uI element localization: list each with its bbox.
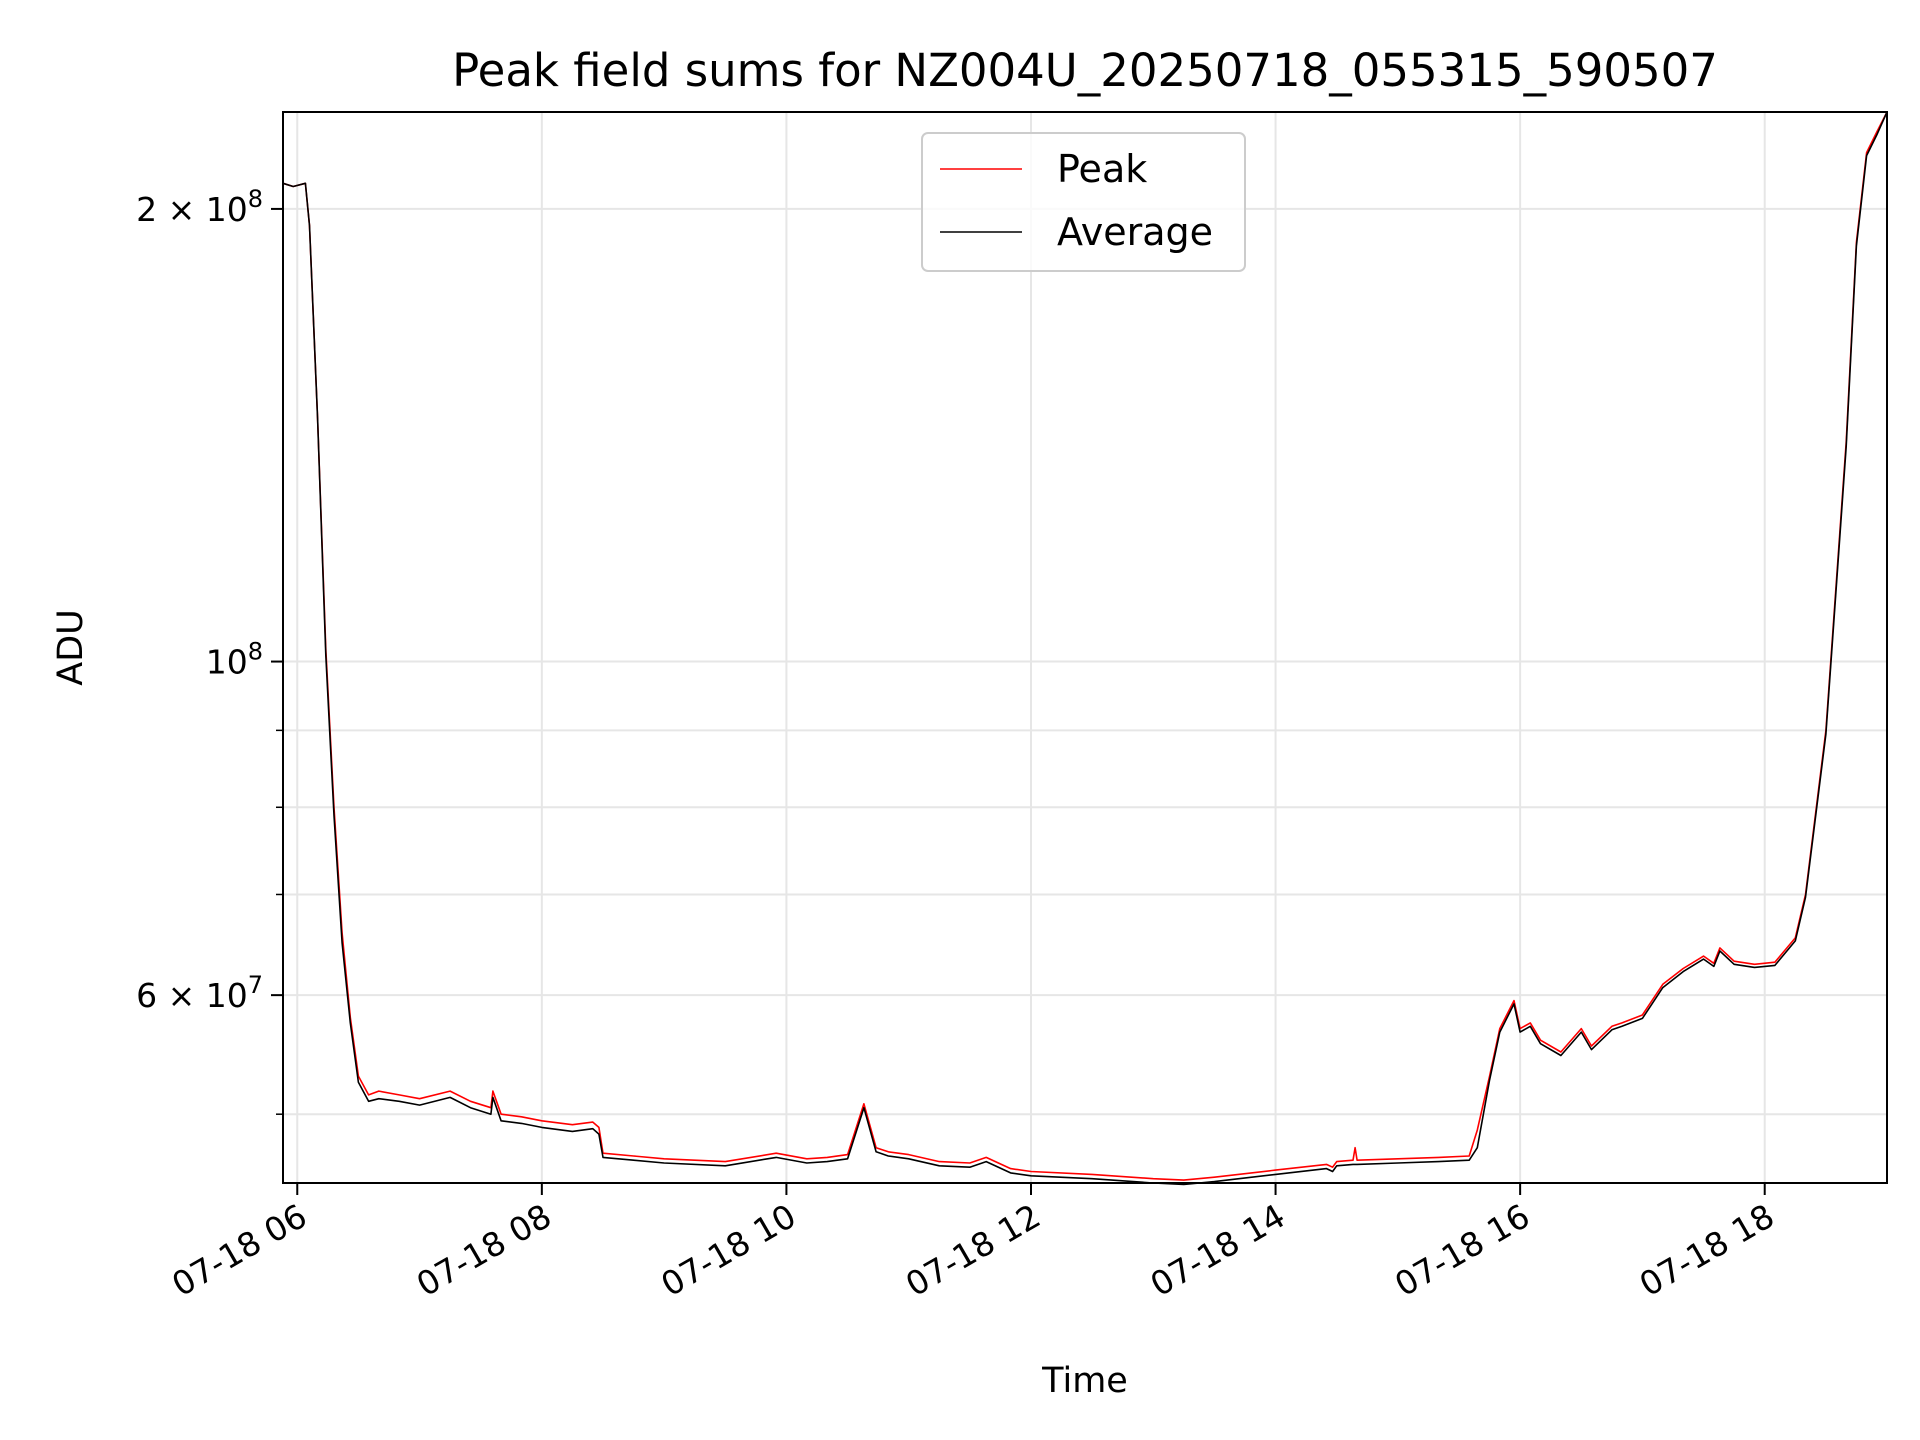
- series-layer: [282, 111, 1888, 1186]
- x-axis-title: Time: [1041, 1361, 1128, 1401]
- axes-frame: [282, 111, 1888, 1184]
- chart-title: Peak field sums for NZ004U_20250718_0553…: [452, 44, 1718, 97]
- series-line-peak: [282, 111, 1888, 1181]
- legend-box: [921, 132, 1246, 272]
- y-tick-label: 6 × 107: [136, 971, 263, 1015]
- y-tick-label: 108: [206, 638, 263, 682]
- y-tick-label: 2 × 108: [136, 185, 263, 229]
- legend-label-peak: Peak: [1057, 147, 1147, 191]
- legend: Peak Average: [921, 132, 1246, 272]
- series-line-average: [282, 111, 1888, 1186]
- legend-label-average: Average: [1057, 210, 1213, 254]
- grid: [283, 112, 1887, 1183]
- y-axis-title: ADU: [51, 609, 91, 686]
